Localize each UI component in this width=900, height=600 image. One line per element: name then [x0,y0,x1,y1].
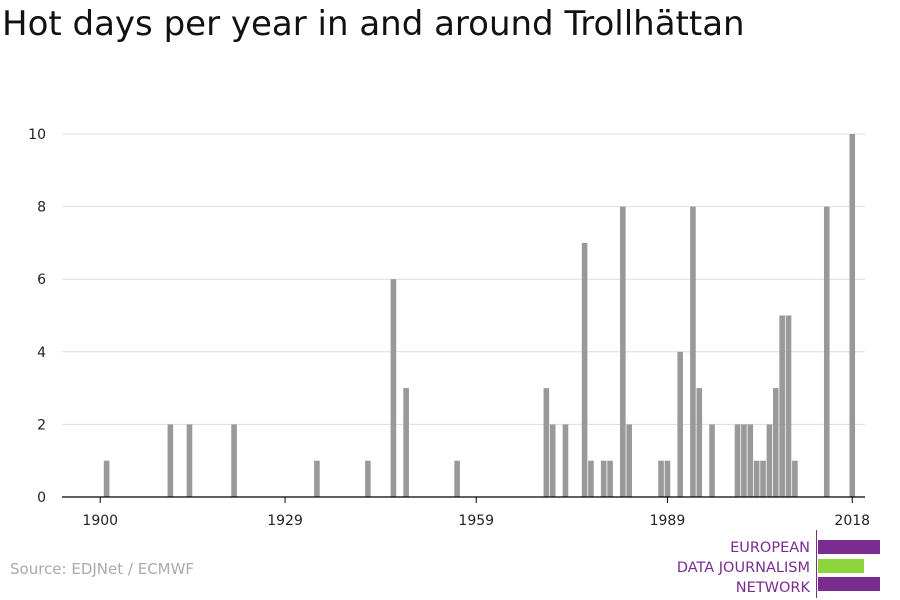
x-tick-label: 1959 [458,513,494,529]
bar [677,351,683,497]
bar [231,424,237,497]
logo-line-2: DATA JOURNALISM [676,560,810,576]
bar [753,460,760,497]
logo-bar-green [818,559,864,573]
x-tick-label: 1989 [650,513,686,529]
bar [741,424,747,497]
logo-line-3: NETWORK [735,580,810,596]
y-tick-label: 0 [37,490,46,506]
x-tick-label: 1900 [82,513,118,529]
gridlines [62,133,865,425]
bar [664,460,671,497]
logo-bar-purple-bottom [818,577,880,591]
y-tick-label: 10 [28,127,46,143]
bar [588,460,594,497]
logo-text: EUROPEAN DATA JOURNALISM NETWORK [677,538,810,598]
bar [696,388,703,497]
bar [792,460,798,497]
bar [760,460,766,497]
x-axis-ticks: 1900 1929 1959 1989 2018 [82,497,870,529]
bar [103,460,110,497]
bar [600,460,607,497]
y-tick-label: 4 [37,345,46,361]
bar [772,388,779,497]
bar [167,424,174,497]
bar [823,206,830,497]
bar [365,460,371,497]
source-note: Source: EDJNet / ECMWF [10,560,195,578]
logo-bar-purple-top [818,540,880,554]
bar [403,388,409,497]
logo-line-1: EUROPEAN [730,540,810,556]
edjnet-logo: EUROPEAN DATA JOURNALISM NETWORK [677,530,900,598]
y-tick-label: 6 [37,272,46,288]
bar [581,242,588,497]
bar [849,134,856,497]
x-tick-label: 1929 [267,513,303,529]
bar [607,460,613,497]
bar [734,424,741,497]
bar [314,460,320,497]
bar [562,424,569,497]
y-tick-label: 2 [37,417,46,433]
bar [186,424,193,497]
bar [390,279,397,497]
bars [103,134,856,497]
bar [779,315,785,497]
bar [620,206,626,497]
bar [543,388,550,497]
chart-title: Hot days per year in and around Trollhät… [2,4,745,44]
bar [766,424,773,497]
bar [626,424,632,497]
bar [709,424,715,497]
bar [690,206,696,497]
bar [549,424,556,497]
logo-divider [816,530,817,598]
y-tick-label: 8 [37,200,46,216]
bar [747,424,754,497]
bar [658,460,664,497]
y-axis-ticks: 0 2 4 6 8 10 [28,127,46,506]
bar [454,460,460,497]
bar [785,315,792,497]
x-tick-label: 2018 [834,513,870,529]
